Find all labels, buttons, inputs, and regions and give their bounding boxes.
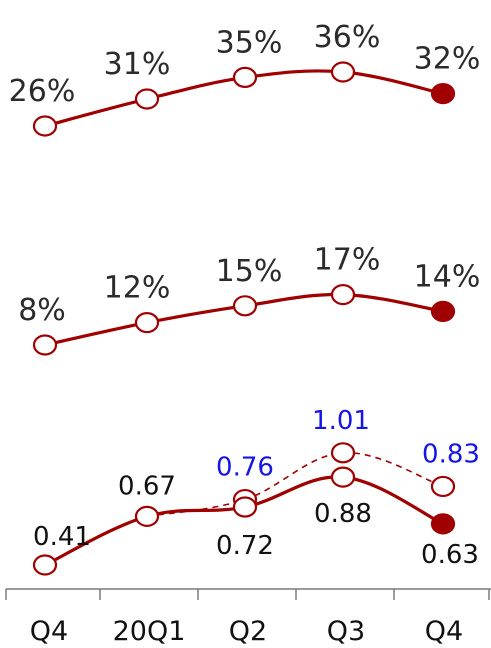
data-label: 31% xyxy=(104,47,171,82)
data-label: 12% xyxy=(104,271,171,306)
data-point xyxy=(430,475,456,498)
data-point xyxy=(430,513,456,535)
data-point xyxy=(430,300,456,322)
data-label: 0.63 xyxy=(421,540,479,570)
x-axis: Q4 20Q1 Q2 Q3 Q4 xyxy=(5,588,491,647)
data-label: 0.83 xyxy=(422,439,480,469)
panel-middle: 8% 12% 15% 17% 14% xyxy=(18,243,481,356)
data-point xyxy=(32,115,58,137)
data-label: 14% xyxy=(414,259,481,294)
data-label: 8% xyxy=(18,293,66,328)
data-label: 0.67 xyxy=(118,471,176,501)
x-tick-label: Q3 xyxy=(327,616,365,647)
data-point xyxy=(232,496,258,518)
data-label: 15% xyxy=(216,254,283,289)
data-point xyxy=(330,466,356,488)
data-label: 35% xyxy=(216,25,283,60)
data-label: 0.41 xyxy=(33,522,91,552)
data-point xyxy=(330,442,356,464)
panel-top: 26% 31% 35% 36% 32% xyxy=(9,20,481,137)
data-point xyxy=(330,61,356,83)
data-point xyxy=(330,284,356,306)
data-point xyxy=(134,312,160,334)
data-label: 36% xyxy=(314,20,381,55)
data-label: 0.88 xyxy=(314,499,372,529)
x-tick-label: Q4 xyxy=(425,616,463,647)
panel-bottom: 0.41 0.67 0.72 0.88 0.63 0.76 1.01 0.83 xyxy=(32,406,480,576)
data-point xyxy=(134,505,160,527)
data-label: 0.76 xyxy=(216,453,274,483)
x-tick-label: Q2 xyxy=(229,616,267,647)
data-point xyxy=(232,66,258,89)
data-label: 1.01 xyxy=(312,406,370,436)
data-point xyxy=(32,554,58,576)
data-label: 26% xyxy=(9,74,76,109)
x-tick-label: 20Q1 xyxy=(113,616,186,647)
x-tick-label: Q4 xyxy=(30,616,68,647)
data-label: 17% xyxy=(314,243,381,278)
data-point xyxy=(232,295,258,317)
data-point xyxy=(430,82,456,105)
data-label: 32% xyxy=(414,42,481,77)
data-label: 0.72 xyxy=(216,531,274,561)
series-line-dashed xyxy=(146,451,444,518)
data-point xyxy=(134,88,160,110)
data-point xyxy=(32,334,58,356)
